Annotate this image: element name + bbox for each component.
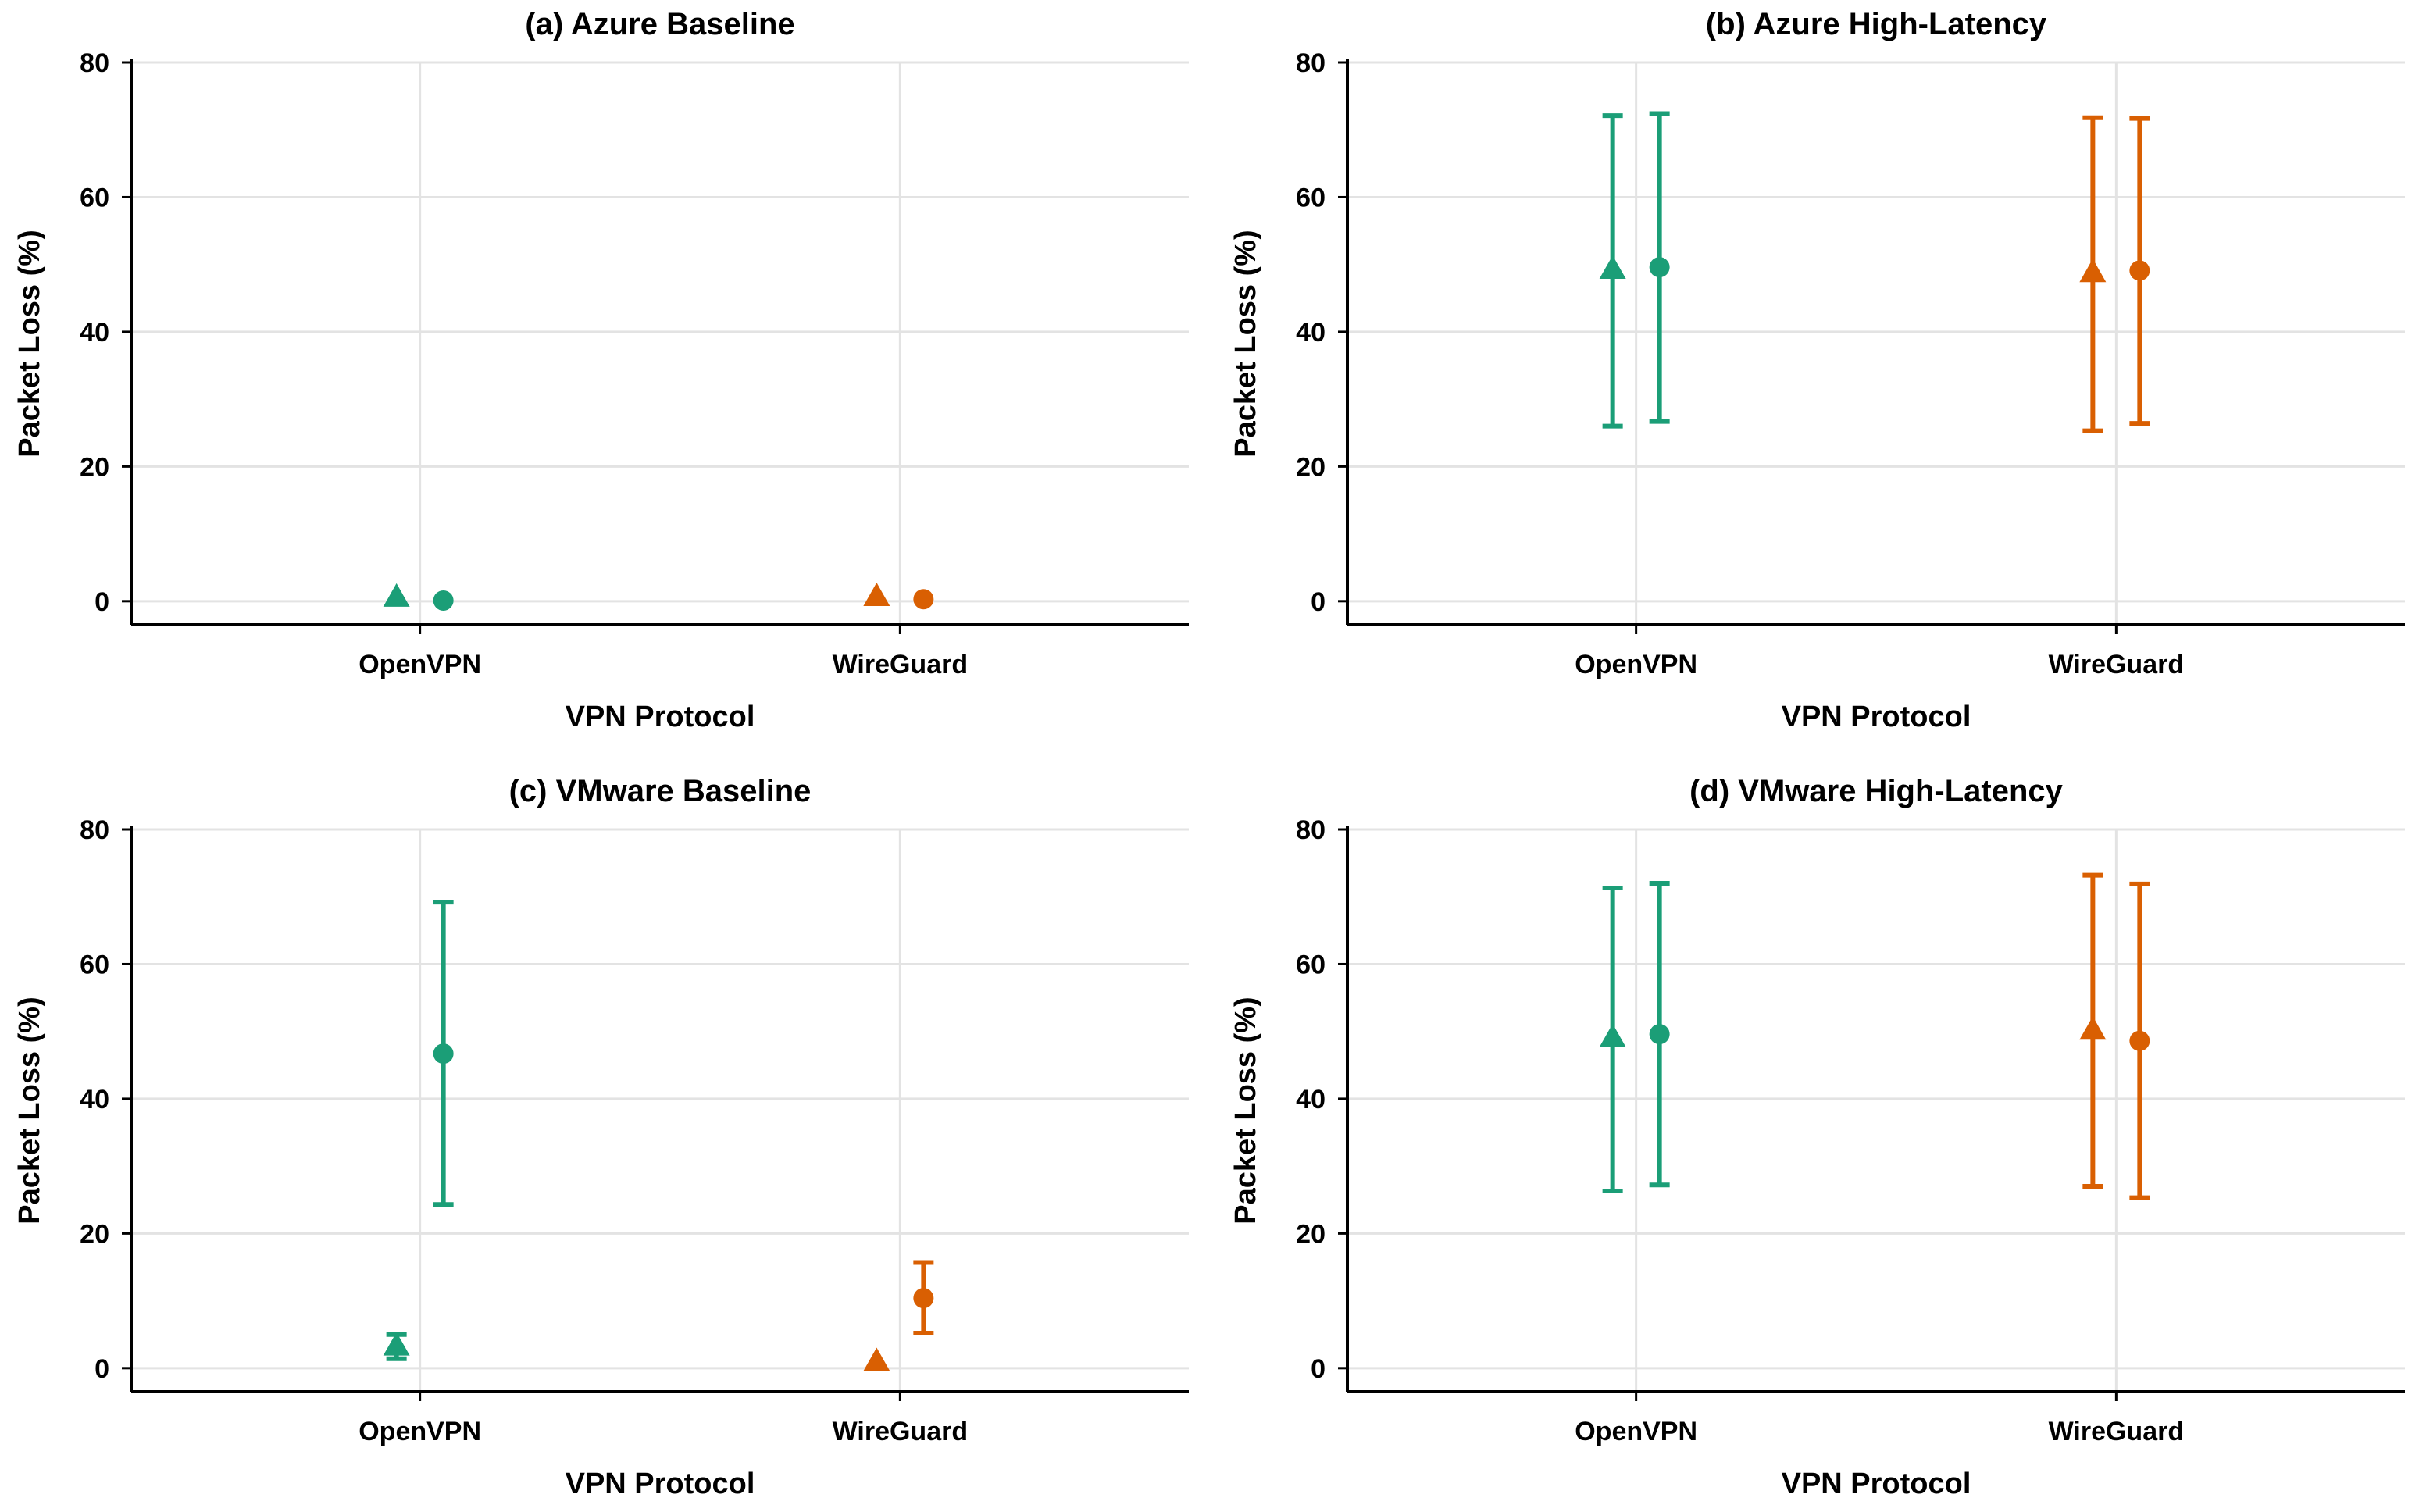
y-tick-label: 20 [1296,452,1325,482]
y-axis-label: Packet Loss (%) [13,997,46,1224]
data-point-openvpn-triangle [383,583,410,607]
y-tick-label: 60 [80,183,109,212]
y-tick-label: 80 [1296,815,1325,845]
chart-panel-2: 0 20 40 60 80 OpenVPN WireGuard (b) Azure High-… [1229,7,2405,733]
data-point-wireguard-triangle [863,583,890,607]
data-point-openvpn-circle [433,1043,454,1064]
x-tick-label-wireguard: WireGuard [833,1417,969,1446]
x-axis-label: VPN Protocol [1782,1467,1971,1500]
y-tick-label: 0 [1311,1354,1325,1384]
data-point-wireguard-triangle [2079,1016,2107,1040]
y-tick-label: 60 [80,950,109,979]
data-point-openvpn-triangle [1599,1023,1626,1047]
chart-panel-1: 0 20 40 60 80 OpenVPN WireGuard (a) Azure Basel… [13,7,1189,733]
data-point-openvpn-circle [1649,257,1670,278]
y-tick-label: 40 [80,1085,109,1114]
x-axis-label: VPN Protocol [566,701,755,733]
x-tick-label-openvpn: OpenVPN [359,1417,481,1446]
x-tick-label-wireguard: WireGuard [2049,650,2185,679]
y-tick-label: 40 [1296,1085,1325,1114]
y-tick-label: 40 [80,318,109,348]
x-tick-label-wireguard: WireGuard [2049,1417,2185,1446]
y-tick-label: 0 [1311,587,1325,617]
data-point-openvpn-triangle [1599,255,1626,279]
y-axis-label: Packet Loss (%) [1229,997,1262,1224]
chart-panel-4: 0 20 40 60 80 OpenVPN WireGuard (d) VMware High… [1229,774,2405,1500]
data-point-openvpn-circle [1649,1024,1670,1045]
data-point-wireguard-circle [2129,1030,2150,1051]
x-axis-label: VPN Protocol [1782,701,1971,733]
panel-title: (c) VMware Baseline [509,774,812,808]
y-tick-label: 60 [1296,183,1325,212]
x-tick-label-openvpn: OpenVPN [1575,650,1697,679]
panel-title: (d) VMware High-Latency [1689,774,2064,808]
data-point-wireguard-triangle [863,1347,890,1371]
x-tick-label-wireguard: WireGuard [833,650,969,679]
x-tick-label-openvpn: OpenVPN [359,650,481,679]
y-tick-label: 20 [1296,1219,1325,1249]
y-tick-label: 40 [1296,318,1325,348]
y-tick-label: 80 [80,48,109,78]
data-point-wireguard-circle [913,1288,934,1309]
y-tick-label: 0 [95,587,109,617]
data-point-wireguard-circle [2129,260,2150,281]
y-tick-label: 80 [80,815,109,845]
chart-panel-3: 0 20 40 60 80 OpenVPN WireGuard (c) VMware Base… [13,774,1189,1500]
x-axis-label: VPN Protocol [566,1467,755,1500]
panel-title: (b) Azure High-Latency [1706,7,2047,41]
y-tick-label: 20 [80,1219,109,1249]
y-tick-label: 60 [1296,950,1325,979]
panel-title: (a) Azure Baseline [525,7,794,41]
x-tick-label-openvpn: OpenVPN [1575,1417,1697,1446]
y-axis-label: Packet Loss (%) [1229,230,1262,457]
y-tick-label: 0 [95,1354,109,1384]
y-axis-label: Packet Loss (%) [13,230,46,457]
data-point-wireguard-circle [913,589,934,610]
data-point-openvpn-circle [433,590,454,611]
data-point-openvpn-triangle [383,1332,410,1356]
y-tick-label: 20 [80,452,109,482]
data-point-wireguard-triangle [2079,259,2107,283]
y-tick-label: 80 [1296,48,1325,78]
